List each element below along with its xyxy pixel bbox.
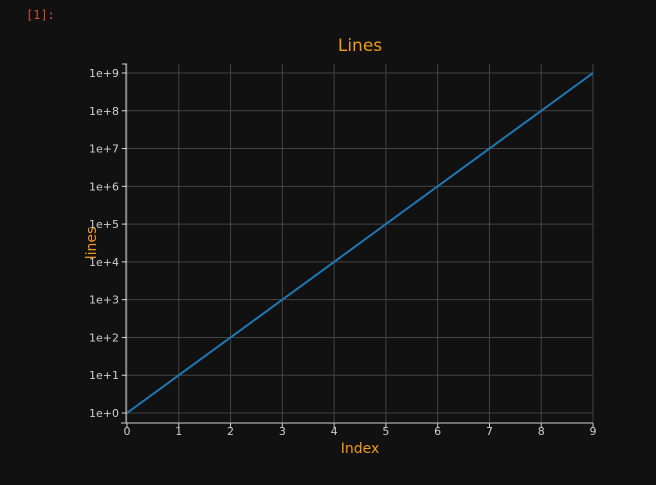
x-tick-label: 3 [279,425,286,438]
x-tick-label: 6 [434,425,441,438]
y-tick-label: 1e+4 [89,256,119,269]
chart-title: Lines [338,36,382,56]
x-tick-label: 1 [175,425,182,438]
y-tick-label: 1e+5 [89,218,119,231]
y-tick-label: 1e+2 [89,331,119,344]
y-tick-label: 1e+1 [89,369,119,382]
x-tick-label: 9 [590,425,597,438]
y-tick-label: 1e+3 [89,294,119,307]
x-tick-label: 8 [538,425,545,438]
x-axis-title: Index [341,441,380,457]
x-tick-label: 2 [227,425,234,438]
axes [121,63,594,428]
y-tick-label: 1e+8 [89,105,119,118]
x-tick-label: 0 [124,425,131,438]
y-tick-label: 1e+9 [89,67,119,80]
x-tick-label: 5 [382,425,389,438]
grid [121,64,594,422]
x-tick-label: 7 [486,425,493,438]
y-tick-label: 1e+6 [89,180,119,193]
x-tick-label: 4 [331,425,338,438]
series-layer [126,72,594,414]
series-line [126,72,594,414]
y-tick-label: 1e+0 [89,407,119,420]
tick-labels: 0 1 2 3 4 5 6 7 8 9 1e+0 1e+1 1e+2 1e+3 1e+4 1e+5 1e+6 1e… [89,67,596,438]
cell-prompt: [1]: [26,8,55,22]
y-axis-title: lines [84,227,100,260]
y-tick-label: 1e+7 [89,143,119,156]
